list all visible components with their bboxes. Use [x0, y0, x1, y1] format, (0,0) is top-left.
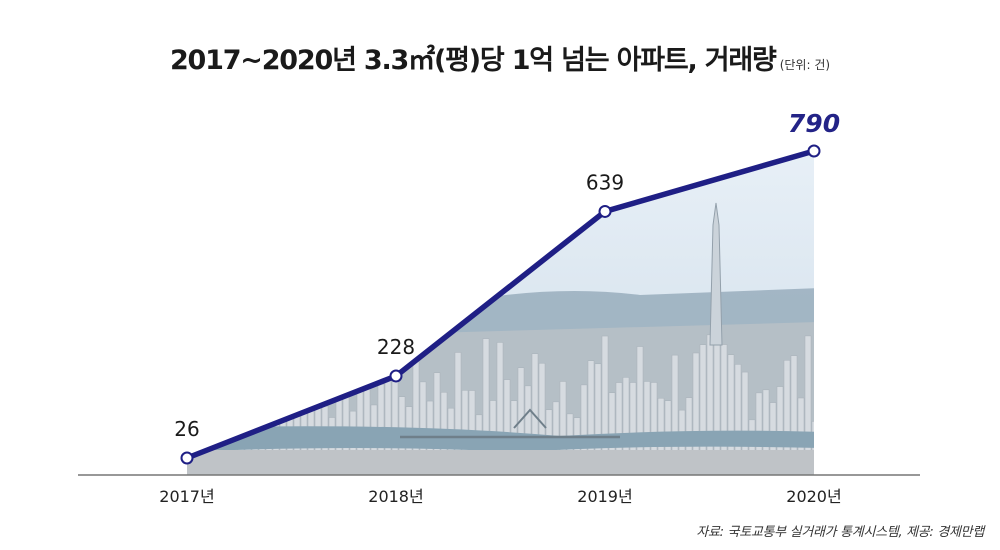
x-tick-label: 2017년	[159, 487, 214, 506]
data-point	[598, 204, 612, 218]
chart-title-main: 2017~2020년 3.3㎡(평)당 1억 넘는 아파트, 거래량	[169, 45, 777, 76]
data-label: 26	[174, 417, 199, 441]
data-label: 639	[586, 170, 624, 194]
data-point	[180, 451, 194, 465]
x-tick-label: 2018년	[368, 487, 423, 506]
source-note: 자료: 국토교통부 실거래가 통계시스템, 제공: 경제만랩	[696, 525, 984, 540]
series-line	[184, 148, 817, 461]
building-shape	[216, 376, 224, 453]
data-point	[389, 369, 403, 383]
building-shape	[209, 381, 217, 453]
data-point	[807, 144, 821, 158]
x-tick-label: 2019년	[577, 487, 632, 506]
chart-title: 2017~2020년 3.3㎡(평)당 1억 넘는 아파트, 거래량 (단위: 건…	[0, 38, 1000, 77]
unit-label: (단위: 건)	[779, 58, 831, 72]
skyline-photo	[187, 151, 814, 475]
building-shape	[202, 399, 210, 453]
tower-shape	[709, 202, 723, 346]
data-label: 228	[377, 335, 415, 359]
building-shape	[230, 342, 238, 453]
data-label: 790	[788, 109, 840, 138]
x-tick-label: 2020년	[786, 487, 841, 506]
